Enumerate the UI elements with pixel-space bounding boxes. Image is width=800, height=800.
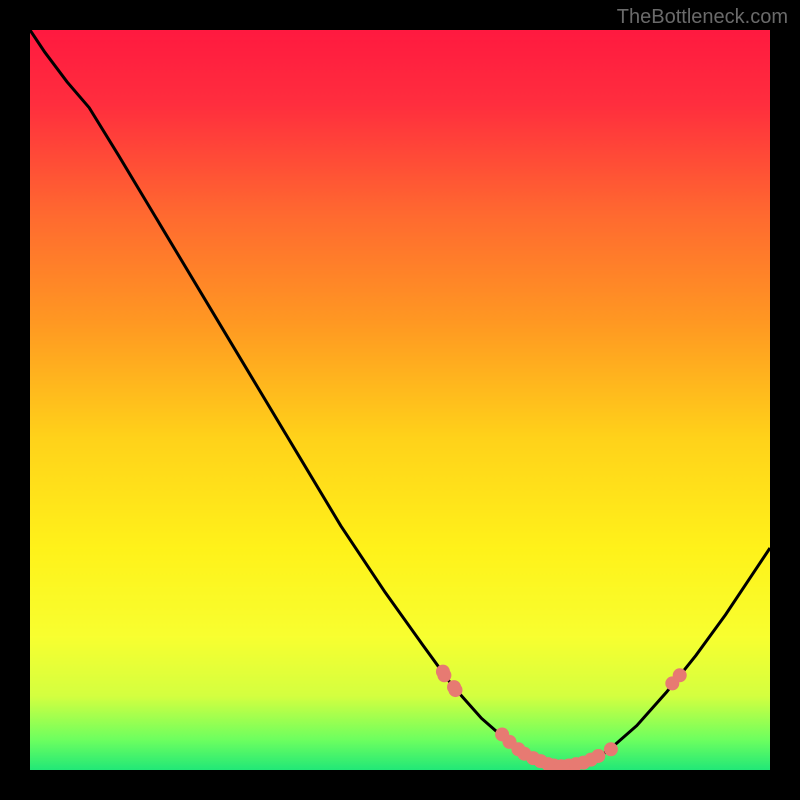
- data-marker: [673, 668, 687, 682]
- chart-plot-area: [30, 30, 770, 770]
- bottleneck-curve: [30, 30, 770, 766]
- watermark-text: TheBottleneck.com: [617, 6, 788, 29]
- data-marker: [591, 749, 605, 763]
- data-marker: [449, 683, 463, 697]
- chart-svg: [30, 30, 770, 770]
- marker-group: [436, 665, 687, 770]
- data-marker: [604, 742, 618, 756]
- data-marker: [437, 668, 451, 682]
